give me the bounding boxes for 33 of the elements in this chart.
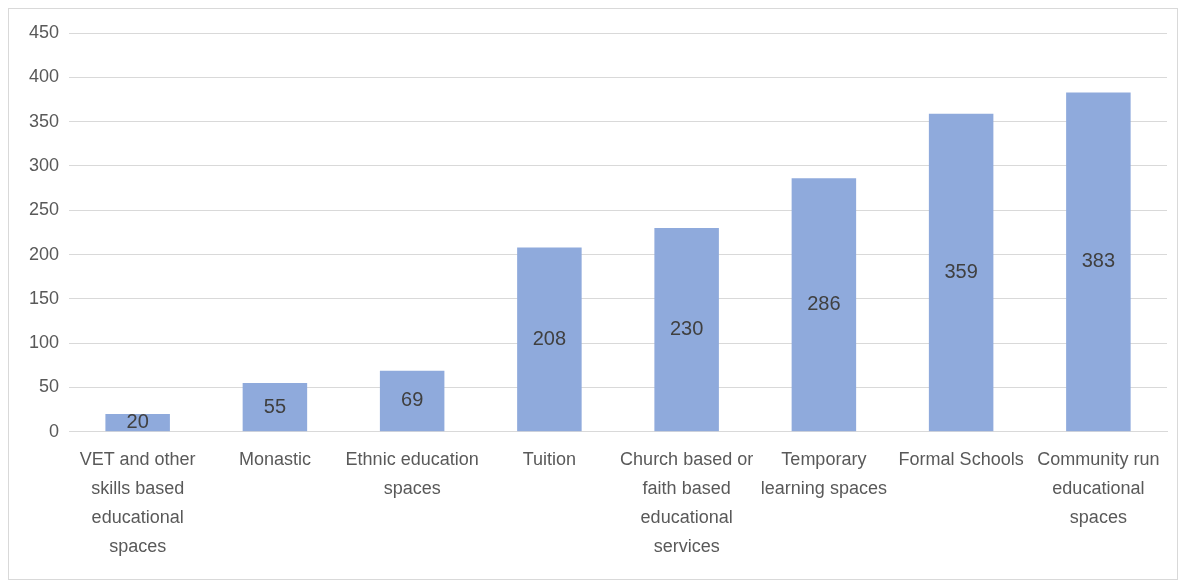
y-tick-label: 200 (28, 243, 60, 264)
data-label: 286 (807, 292, 841, 315)
bar (1066, 92, 1131, 432)
data-label: 383 (1081, 249, 1116, 272)
x-tick-label: Tuition (522, 449, 577, 470)
bar (517, 247, 582, 432)
data-label: 230 (669, 317, 704, 340)
y-tick-label: 250 (28, 199, 60, 220)
x-tick-label: Ethnic education spaces (345, 449, 479, 498)
bar (242, 383, 308, 432)
y-tick-label: 400 (28, 66, 60, 87)
x-tick-label: VET and other skills based educational spaces (79, 449, 196, 556)
data-label: 20 (126, 410, 149, 433)
bar (654, 227, 719, 432)
bar (379, 370, 445, 432)
x-tick-label: Temporary learning spaces (760, 449, 887, 498)
y-tick-label: 300 (28, 154, 60, 175)
x-tick-label: Church based or faith based educational services (620, 449, 754, 556)
y-tick-label: 100 (28, 332, 60, 353)
data-label: 208 (532, 326, 567, 349)
data-label: 55 (263, 394, 287, 417)
bar (791, 178, 857, 432)
y-tick-label: 150 (28, 287, 60, 308)
y-tick-label: 450 (28, 21, 60, 42)
bar (928, 113, 994, 432)
x-tick-label: Community run educational spaces (1037, 449, 1160, 527)
y-tick-label: 50 (39, 376, 60, 397)
data-label: 359 (944, 259, 978, 282)
data-label: 69 (401, 388, 424, 411)
x-tick-label: Monastic (238, 449, 311, 470)
x-tick-label: Formal Schools (898, 449, 1024, 470)
y-tick-label: 0 (49, 420, 60, 441)
y-tick-label: 350 (28, 110, 60, 131)
